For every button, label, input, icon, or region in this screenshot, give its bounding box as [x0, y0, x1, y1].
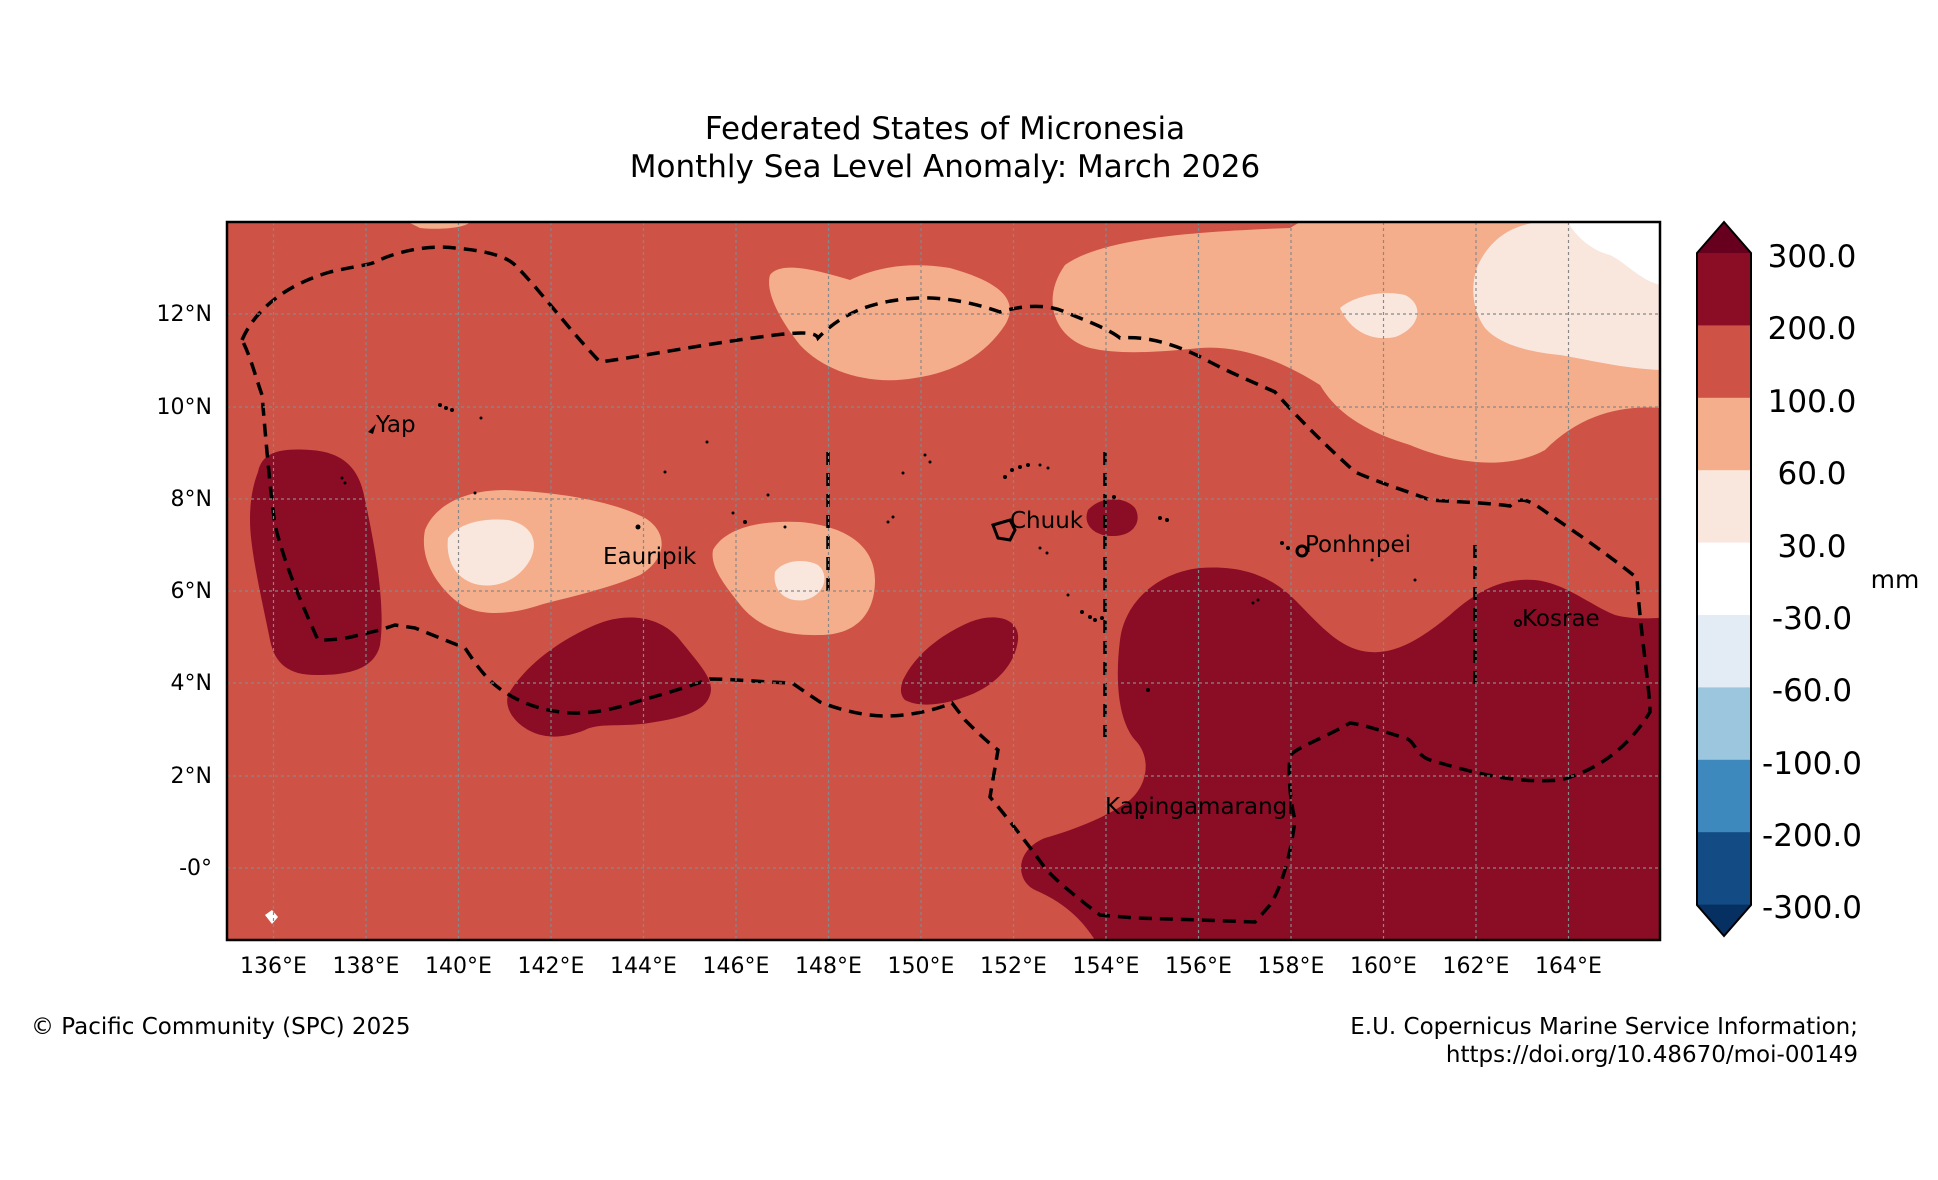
anomaly-60-100-corner	[408, 222, 470, 229]
colorbar-segment	[1697, 687, 1751, 761]
colorbar-extend-max	[1697, 222, 1751, 253]
lon-tick-142e: 142°E	[518, 954, 585, 979]
white-dot	[265, 910, 278, 924]
colorbar-segment	[1697, 615, 1751, 688]
place-label-yap: Yap	[375, 412, 416, 438]
lon-tick-158e: 158°E	[1258, 954, 1325, 979]
colorbar-segment	[1697, 470, 1751, 544]
anomaly-30-60-north	[1340, 293, 1418, 339]
colorbar-unit: mm	[1871, 565, 1920, 594]
lat-tick-0: -0°	[179, 856, 212, 881]
lon-tick-160e: 160°E	[1350, 954, 1417, 979]
colorbar-label-neg30: -30.0	[1772, 601, 1852, 637]
colorbar-segment	[1697, 325, 1751, 399]
place-label-eauripik: Eauripik	[603, 544, 697, 570]
colorbar-label-neg200: -200.0	[1762, 818, 1862, 854]
anomaly-over-200-far-west	[250, 449, 382, 676]
anomaly-over-200-southeast	[1021, 567, 1660, 940]
colorbar-label-neg300: -300.0	[1762, 890, 1862, 926]
lon-tick-138e: 138°E	[333, 954, 400, 979]
anomaly-30-60-west	[447, 519, 534, 586]
lon-tick-140e: 140°E	[425, 954, 492, 979]
lat-tick-12n: 12°N	[157, 302, 212, 327]
colorbar-segment	[1697, 759, 1751, 833]
lon-tick-164e: 164°E	[1535, 954, 1602, 979]
anomaly-over-200-southwest	[507, 617, 711, 737]
lon-tick-148e: 148°E	[795, 954, 862, 979]
place-label-ponhnpei: Ponhnpei	[1305, 532, 1411, 558]
colorbar-label-30: 30.0	[1777, 529, 1846, 565]
anomaly-60-100-north-central	[769, 265, 1010, 381]
data-source-line2: https://doi.org/10.48670/moi-00149	[1445, 1042, 1858, 1068]
place-label-kapingamarangi: Kapingamarangi	[1105, 794, 1294, 820]
lon-tick-156e: 156°E	[1165, 954, 1232, 979]
anomaly-30-60-northeast	[1473, 222, 1660, 370]
colorbar-segment	[1697, 253, 1751, 326]
map-title-line1: Federated States of Micronesia	[704, 111, 1186, 147]
lat-tick-6n: 6°N	[171, 579, 212, 604]
colorbar-segment	[1697, 542, 1751, 616]
colorbar-segment	[1697, 832, 1751, 906]
colorbar-label-100: 100.0	[1768, 384, 1857, 420]
place-label-chuuk: Chuuk	[1010, 508, 1084, 534]
colorbar-label-neg100: -100.0	[1762, 746, 1862, 782]
colorbar-label-neg60: -60.0	[1772, 673, 1852, 709]
islands	[340, 403, 1522, 819]
anomaly-white-corner	[1568, 222, 1660, 285]
lat-tick-2n: 2°N	[171, 764, 212, 789]
colorbar-segment	[1697, 397, 1751, 471]
lat-tick-8n: 8°N	[171, 487, 212, 512]
map-title-line2: Monthly Sea Level Anomaly: March 2026	[629, 149, 1261, 185]
lon-tick-162e: 162°E	[1443, 954, 1510, 979]
data-source-line1: E.U. Copernicus Marine Service Informati…	[1350, 1014, 1858, 1040]
colorbar-outline	[1696, 220, 1752, 938]
colorbar-label-300: 300.0	[1768, 239, 1857, 275]
lat-tick-4n: 4°N	[171, 671, 212, 696]
lon-tick-152e: 152°E	[980, 954, 1047, 979]
lon-tick-146e: 146°E	[703, 954, 770, 979]
lon-tick-136e: 136°E	[240, 954, 307, 979]
gridlines	[227, 222, 1660, 940]
colorbar: 300.0 200.0 100.0 60.0 30.0 -30.0 -60.0 …	[1696, 220, 1920, 938]
lon-tick-144e: 144°E	[610, 954, 677, 979]
colorbar-extend-min	[1697, 904, 1751, 936]
map-frame	[225, 220, 1662, 942]
colorbar-label-60: 60.0	[1777, 456, 1846, 492]
lon-tick-154e: 154°E	[1073, 954, 1140, 979]
anomaly-over-200-chuuk-east	[1086, 499, 1138, 537]
place-label-kosrae: Kosrae	[1522, 606, 1600, 632]
colorbar-label-200: 200.0	[1768, 311, 1857, 347]
data-source-footer: E.U. Copernicus Marine Service Informati…	[1350, 1013, 1858, 1069]
lon-tick-150e: 150°E	[888, 954, 955, 979]
anomaly-field: Yap Eauripik Chuuk Ponhnpei Kosrae Kapin…	[227, 222, 1660, 940]
lat-tick-10n: 10°N	[157, 395, 212, 420]
island-yap	[368, 424, 376, 434]
copyright-footer: © Pacific Community (SPC) 2025	[31, 1014, 411, 1040]
